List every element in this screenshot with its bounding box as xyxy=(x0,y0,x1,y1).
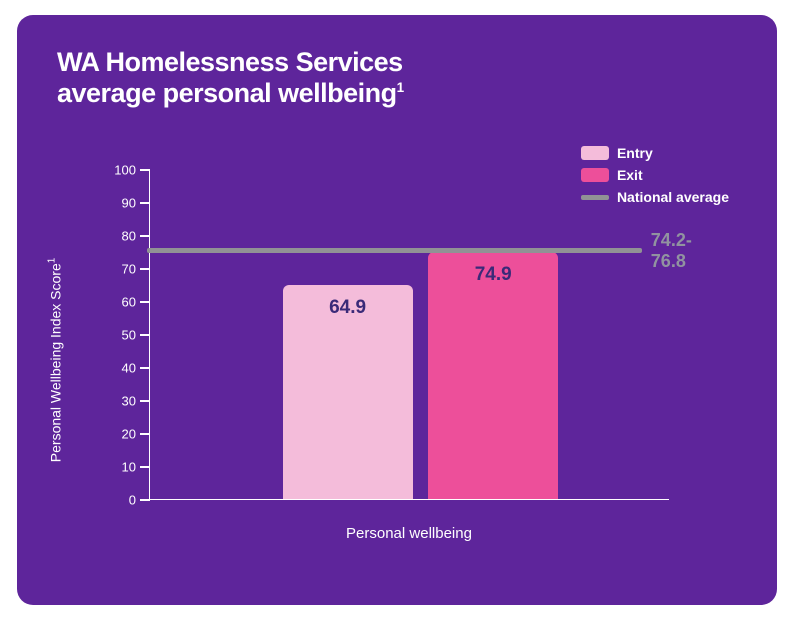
plot-area: 010203040506070809010064.974.974.2-76.8 xyxy=(149,170,669,500)
y-axis-label: Personal Wellbeing Index Score1 xyxy=(47,258,64,462)
y-axis-label-text: Personal Wellbeing Index Score xyxy=(47,263,63,462)
bar-value-label: 74.9 xyxy=(475,264,512,286)
y-tick xyxy=(140,202,150,204)
y-tick xyxy=(140,466,150,468)
title-superscript: 1 xyxy=(397,80,404,95)
y-tick-label: 0 xyxy=(129,493,136,508)
y-tick-label: 30 xyxy=(122,394,136,409)
y-tick-label: 90 xyxy=(122,196,136,211)
y-tick xyxy=(140,301,150,303)
y-tick-label: 80 xyxy=(122,229,136,244)
y-tick xyxy=(140,169,150,171)
chart-area: Personal Wellbeing Index Score1 01020304… xyxy=(97,170,697,550)
y-axis-label-sup: 1 xyxy=(47,258,58,263)
y-tick-label: 10 xyxy=(122,460,136,475)
y-tick xyxy=(140,367,150,369)
y-tick xyxy=(140,499,150,501)
chart-card: WA Homelessness Services average persona… xyxy=(17,15,777,605)
legend-item: Entry xyxy=(581,145,729,161)
national-average-label: 74.2-76.8 xyxy=(651,230,692,272)
bar-value-label: 64.9 xyxy=(329,297,366,319)
y-tick xyxy=(140,334,150,336)
title-line-2: average personal wellbeing1 xyxy=(57,78,737,109)
x-axis-label: Personal wellbeing xyxy=(149,525,669,542)
y-tick xyxy=(140,268,150,270)
y-tick-label: 60 xyxy=(122,295,136,310)
y-tick-label: 70 xyxy=(122,262,136,277)
y-tick xyxy=(140,400,150,402)
legend-swatch xyxy=(581,146,609,160)
y-tick xyxy=(140,235,150,237)
y-tick-label: 40 xyxy=(122,361,136,376)
bar-exit: 74.9 xyxy=(428,252,558,499)
y-tick-label: 100 xyxy=(114,163,136,178)
title-line-2-text: average personal wellbeing xyxy=(57,78,397,108)
title-line-1: WA Homelessness Services xyxy=(57,47,737,78)
y-tick-label: 20 xyxy=(122,427,136,442)
bar-entry: 64.9 xyxy=(283,285,413,499)
y-tick-label: 50 xyxy=(122,328,136,343)
legend-label: Entry xyxy=(617,145,653,161)
y-tick xyxy=(140,433,150,435)
chart-title: WA Homelessness Services average persona… xyxy=(57,47,737,109)
national-average-line xyxy=(147,248,642,253)
